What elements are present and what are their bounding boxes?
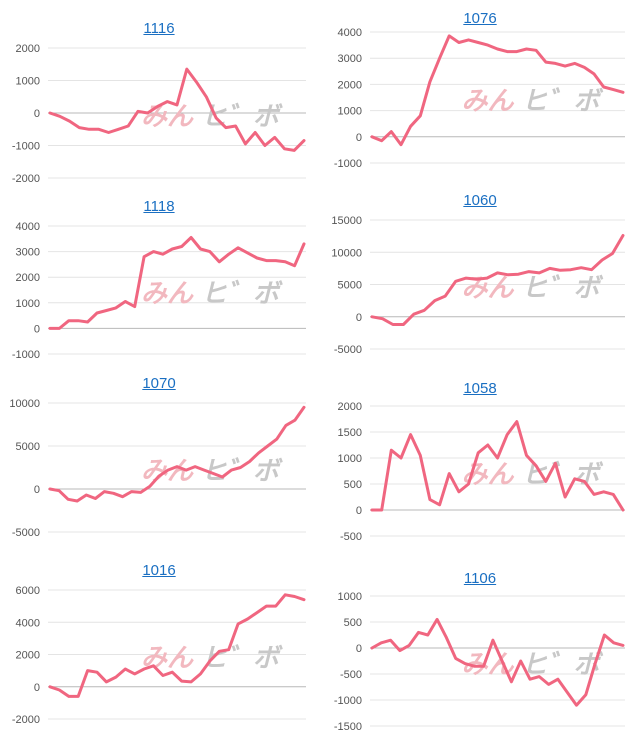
y-tick-label: -1500	[334, 721, 362, 733]
y-tick-label: 0	[356, 312, 362, 324]
chart-panel-1106: 1106 1000 500 0 -500 -1000 -1500 みん ヒ゛ボ	[320, 570, 640, 738]
svg-text:ヒ゛ボ: ヒ゛ボ	[522, 87, 604, 117]
y-tick-label: 10000	[9, 398, 40, 410]
y-tick-label: 0	[34, 682, 40, 694]
y-tick-label: 15000	[331, 215, 362, 227]
svg-text:みん: みん	[141, 279, 194, 309]
y-tick-label: 1000	[338, 106, 362, 118]
series-line	[48, 236, 306, 330]
y-tick-label: 4000	[16, 221, 40, 233]
y-tick-label: 3000	[16, 247, 40, 259]
y-tick-label: 0	[356, 643, 362, 655]
chart-panel-1016: 1016 6000 4000 2000 0 -2000 みん ヒ゛ボ	[0, 562, 318, 731]
chart-panel-1076: 1076 4000 3000 2000 1000 0 -1000 みん ヒ゛ボ	[320, 5, 640, 175]
y-tick-label: 2000	[16, 650, 40, 662]
svg-text:ヒ゛ボ: ヒ゛ボ	[201, 102, 283, 132]
y-tick-label: -500	[340, 669, 362, 681]
line-chart: 4000 3000 2000 1000 0 -1000 みん ヒ゛ボ	[334, 27, 625, 170]
series-line	[370, 617, 625, 707]
y-tick-label: 5000	[338, 280, 362, 292]
svg-text:ヒ゛ボ: ヒ゛ボ	[201, 457, 283, 487]
series-line	[370, 234, 625, 326]
chart-title-link[interactable]: 1016	[142, 562, 176, 579]
y-tick-label: 6000	[16, 585, 40, 597]
series-line	[370, 34, 625, 147]
svg-text:ヒ゛ボ: ヒ゛ボ	[201, 644, 283, 674]
chart-panel-1070: 1070 10000 5000 0 -5000 みん ヒ゛ボ	[0, 375, 318, 544]
chart-title-link[interactable]: 1058	[463, 380, 497, 397]
y-tick-label: 0	[34, 323, 40, 335]
y-tick-label: -5000	[334, 344, 362, 356]
y-tick-label: 500	[344, 479, 362, 491]
y-tick-label: -1000	[12, 349, 40, 361]
svg-text:ヒ゛ボ: ヒ゛ボ	[522, 274, 604, 304]
y-tick-label: 3000	[338, 53, 362, 65]
chart-panel-1058: 1058 2000 1500 1000 500 0 -500 みん ヒ゛ボ	[320, 380, 640, 548]
y-tick-label: 2000	[16, 43, 40, 55]
y-tick-label: 0	[34, 484, 40, 496]
svg-text:みん: みん	[461, 87, 514, 117]
y-tick-label: -1000	[334, 158, 362, 170]
y-tick-label: 2000	[16, 272, 40, 284]
watermark-logo: みん ヒ゛ボ	[141, 279, 283, 309]
y-tick-label: -1000	[334, 695, 362, 707]
series-line	[48, 405, 306, 503]
svg-text:みん: みん	[141, 102, 194, 132]
svg-text:ヒ゛ボ: ヒ゛ボ	[522, 650, 604, 680]
y-tick-label: 10000	[331, 247, 362, 259]
chart-panel-1116: 1116 2000 1000 0 -1000 -2000 みん ヒ゛ボ	[0, 10, 318, 190]
y-tick-label: 1500	[338, 427, 362, 439]
watermark-logo: みん ヒ゛ボ	[461, 274, 603, 304]
y-tick-label: 0	[34, 108, 40, 120]
chart-panel-1118: 1118 4000 3000 2000 1000 0 -1000 みん ヒ゛ボ	[0, 198, 318, 366]
y-tick-label: -2000	[12, 714, 40, 726]
y-tick-label: 5000	[16, 441, 40, 453]
chart-title-link[interactable]: 1070	[142, 375, 176, 392]
y-tick-label: 4000	[338, 27, 362, 39]
chart-title-link[interactable]: 1118	[143, 198, 175, 215]
chart-title-link[interactable]: 1106	[463, 570, 497, 587]
svg-text:みん: みん	[141, 644, 194, 674]
y-tick-label: 2000	[338, 401, 362, 413]
y-tick-label: 500	[344, 617, 362, 629]
line-chart: 6000 4000 2000 0 -2000 みん ヒ゛ボ	[12, 585, 306, 726]
y-tick-label: -2000	[12, 173, 40, 185]
y-tick-label: -500	[340, 531, 362, 543]
chart-title-link[interactable]: 1116	[143, 20, 175, 37]
y-tick-label: 1000	[16, 298, 40, 310]
y-tick-label: 2000	[338, 79, 362, 91]
line-chart: 15000 10000 5000 0 -5000 みん ヒ゛ボ	[331, 215, 625, 356]
chart-panel-1060: 1060 15000 10000 5000 0 -5000 みん ヒ゛ボ	[320, 192, 640, 361]
watermark-logo: みん ヒ゛ボ	[461, 87, 603, 117]
y-tick-label: -1000	[12, 141, 40, 153]
y-tick-label: 0	[356, 505, 362, 517]
chart-title-link[interactable]: 1076	[463, 10, 497, 27]
svg-text:ヒ゛ボ: ヒ゛ボ	[201, 279, 283, 309]
svg-text:みん: みん	[461, 460, 514, 490]
series-line	[48, 593, 306, 698]
y-tick-label: 4000	[16, 617, 40, 629]
series-line	[48, 67, 306, 152]
y-tick-label: 1000	[338, 453, 362, 465]
y-tick-label: 1000	[338, 591, 362, 603]
watermark-logo: みん ヒ゛ボ	[461, 460, 603, 490]
line-chart: 4000 3000 2000 1000 0 -1000 みん ヒ゛ボ	[12, 221, 306, 361]
series-line	[370, 420, 625, 512]
chart-title-link[interactable]: 1060	[463, 192, 497, 209]
line-chart: 2000 1000 0 -1000 -2000 みん ヒ゛ボ	[12, 43, 306, 185]
line-chart: 2000 1500 1000 500 0 -500 みん ヒ゛ボ	[338, 401, 625, 543]
y-tick-label: 0	[356, 132, 362, 144]
watermark-logo: みん ヒ゛ボ	[141, 102, 283, 132]
y-tick-label: -5000	[12, 527, 40, 539]
y-tick-label: 1000	[16, 76, 40, 88]
